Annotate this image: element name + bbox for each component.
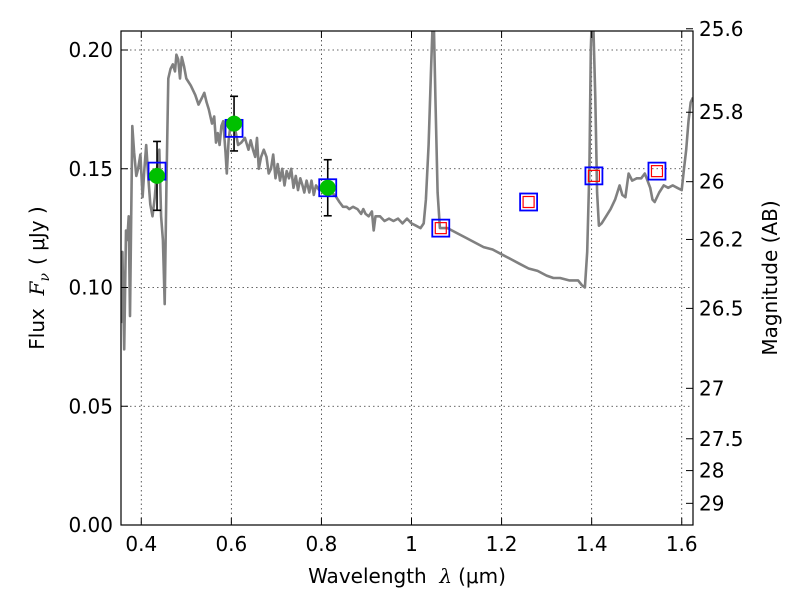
x-tick-label: 1 (405, 532, 418, 556)
y-axis-symbol: F (25, 280, 49, 296)
x-tick-label: 1.2 (486, 532, 518, 556)
ticks: 0.4 0.6 0.8 1 1.2 1.4 1.6 0.00 0.05 0.10 0.15 0.20 2… (68, 17, 743, 556)
x-axis-title: Wavelength λ (μm) (308, 564, 506, 588)
model-photometry-square (431, 218, 451, 238)
mag-tick-label: 27.5 (699, 427, 744, 451)
model-photometry-inner-square (522, 195, 535, 209)
mag-tick-label: 29 (699, 491, 724, 515)
model-photometry-inner-square (650, 165, 664, 178)
model-photometry-inner-square (434, 222, 447, 235)
x-tick-label: 0.4 (125, 532, 157, 556)
y-tick-label: 0.05 (68, 394, 113, 418)
mag-tick-label: 25.8 (699, 100, 744, 124)
x-tick-label: 0.6 (215, 532, 247, 556)
mag-tick-label: 27 (699, 376, 724, 400)
mag-tick-label: 25.6 (699, 17, 744, 41)
model-photometry-square (318, 178, 338, 198)
x-axis-unit: (μm) (458, 564, 506, 588)
x-tick-label: 1.6 (666, 532, 698, 556)
y-tick-label: 0.10 (68, 276, 113, 300)
x-tick-label: 1.4 (576, 532, 608, 556)
y-tick-label: 0.00 (68, 513, 113, 537)
x-axis-symbol: λ (438, 564, 452, 588)
y-tick-label: 0.20 (68, 38, 113, 62)
y-axis-subscript: ν (37, 273, 53, 282)
mag-tick-label: 28 (699, 459, 724, 483)
observed-point (226, 115, 243, 132)
observed-point (319, 179, 336, 196)
model-photometry-square (584, 166, 604, 186)
observed-point (149, 167, 166, 184)
plot-frame (120, 30, 694, 526)
y2-axis-title: Magnitude (AB) (758, 200, 782, 355)
plot-area (121, 31, 693, 351)
y-tick-label: 0.15 (68, 157, 113, 181)
model-photometry-square (519, 192, 539, 212)
mag-tick-label: 26.5 (699, 296, 744, 320)
x-tick-label: 0.8 (306, 532, 338, 556)
y-axis-unit: ( μJy ) (25, 206, 49, 265)
model-photometry-inner-square (587, 169, 601, 182)
model-photometry-square (647, 161, 667, 181)
y-axis-title: Flux Fν( μJy ) (25, 206, 53, 349)
mag-tick-label: 26 (699, 170, 724, 194)
mag-tick-label: 26.2 (699, 227, 744, 251)
